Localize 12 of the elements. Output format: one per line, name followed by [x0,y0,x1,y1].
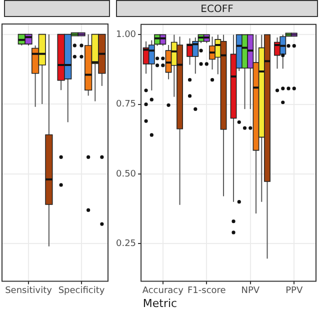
y-tick-label: 0.25 [116,238,136,249]
x-tick-label: F1-score [187,286,226,296]
y-tick-label: 0.75 [116,100,136,110]
x-tick-label: PPV [286,286,304,296]
x-tick-label: Specificity [58,286,106,296]
y-tick-label: 1.00 [116,30,136,40]
x-tick-label: Sensitivity [5,286,53,296]
x-tick-label: Accuracy [142,286,184,296]
x-tick-label: NPV [241,286,260,296]
chart-title: ECOFF [116,0,318,17]
x-axis-title: Metric [142,297,178,310]
y-tick-label: 0.50 [116,169,136,180]
